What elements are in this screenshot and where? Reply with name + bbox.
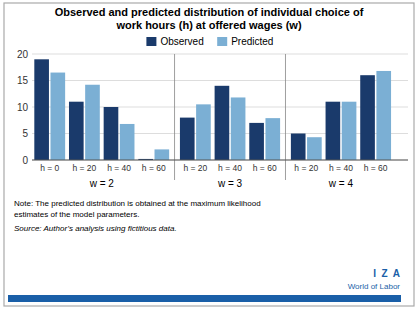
border bbox=[4, 3, 414, 306]
bar bbox=[360, 75, 375, 160]
bars bbox=[34, 59, 391, 160]
bar bbox=[69, 102, 84, 160]
note: Note: The predicted distribution is obta… bbox=[14, 199, 261, 208]
bar bbox=[342, 102, 357, 160]
background bbox=[0, 0, 418, 309]
bar bbox=[120, 124, 135, 160]
title-line: work hours (h) at offered wages (w) bbox=[115, 19, 302, 31]
y-tick-label: 0 bbox=[22, 155, 28, 166]
note: estimates of the model parameters. bbox=[14, 210, 139, 219]
title-line: Observed and predicted distribution of i… bbox=[55, 6, 364, 18]
y-tick-label: 20 bbox=[17, 49, 29, 60]
bottom-bar bbox=[8, 295, 401, 302]
bar bbox=[196, 104, 211, 160]
y-tick-label: 5 bbox=[22, 128, 28, 139]
legend: Observed Predicted bbox=[146, 36, 273, 47]
grid-line bbox=[32, 80, 408, 81]
y-tick-label: 10 bbox=[17, 102, 29, 113]
bar bbox=[180, 118, 195, 160]
bar bbox=[291, 134, 306, 161]
bar bbox=[104, 107, 119, 160]
bar bbox=[307, 137, 322, 160]
group-label: w = 3 bbox=[217, 178, 243, 189]
bar bbox=[215, 86, 230, 160]
x-axis-line bbox=[32, 160, 408, 161]
legend-label: Observed bbox=[160, 36, 203, 47]
bar bbox=[85, 85, 100, 160]
bar bbox=[265, 118, 280, 160]
bar bbox=[249, 123, 264, 160]
x-tick-label: h = 20 bbox=[294, 163, 318, 173]
source: Source: Author’s analysis using fictitio… bbox=[14, 224, 177, 233]
legend-swatch bbox=[146, 37, 156, 46]
group-separator bbox=[285, 54, 286, 180]
legend-label: Predicted bbox=[231, 36, 273, 47]
x-tick-label: h = 0 bbox=[40, 163, 59, 173]
bar bbox=[34, 59, 49, 160]
x-tick-label: h = 20 bbox=[72, 163, 96, 173]
legend-swatch bbox=[217, 37, 227, 46]
chart: Observed and predicted distribution of i… bbox=[0, 0, 418, 309]
x-tick-label: h = 40 bbox=[107, 163, 131, 173]
bar bbox=[231, 97, 246, 160]
bar bbox=[50, 73, 65, 160]
x-tick-label: h = 60 bbox=[142, 163, 166, 173]
title: Observed and predicted distribution of i… bbox=[55, 6, 364, 31]
bar bbox=[376, 71, 391, 160]
bar bbox=[155, 149, 170, 160]
logo: I Z A bbox=[373, 268, 400, 279]
x-tick-label: h = 60 bbox=[253, 163, 277, 173]
x-tick-label: h = 60 bbox=[364, 163, 388, 173]
x-tick-label: h = 40 bbox=[329, 163, 353, 173]
grid bbox=[32, 54, 408, 160]
grid-line bbox=[32, 160, 408, 161]
group-separator bbox=[174, 54, 175, 180]
logo-subtitle: World of Labor bbox=[348, 282, 401, 291]
x-tick-label: h = 40 bbox=[218, 163, 242, 173]
grid-line bbox=[32, 54, 408, 55]
bar bbox=[326, 102, 341, 160]
x-tick-label: h = 20 bbox=[183, 163, 207, 173]
y-tick-label: 15 bbox=[17, 75, 29, 86]
group-label: w = 4 bbox=[328, 178, 354, 189]
group-label: w = 2 bbox=[89, 178, 115, 189]
